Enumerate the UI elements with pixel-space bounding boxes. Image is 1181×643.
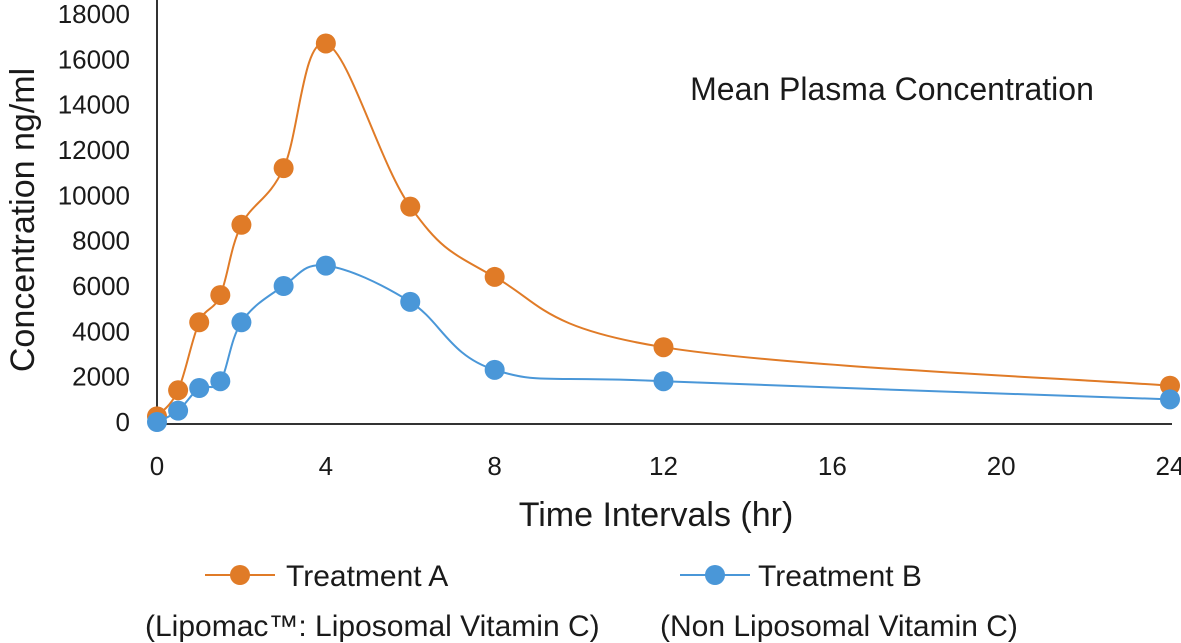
data-point <box>315 33 336 54</box>
data-point <box>484 359 505 380</box>
x-tick-label: 8 <box>487 451 501 481</box>
legend-label: Treatment A <box>286 560 448 593</box>
data-point <box>1160 389 1180 410</box>
y-tick-label: 16000 <box>58 44 130 74</box>
y-tick-label: 12000 <box>58 135 130 165</box>
data-point <box>168 380 189 401</box>
data-point <box>231 312 252 333</box>
y-tick-labels: 0 2000 4000 6000 8000 10000 12000 14000 16000 180… <box>58 0 130 437</box>
data-point <box>189 378 210 398</box>
y-axis-label: Concentration ng/ml <box>4 68 42 372</box>
legend: Treatment A (Lipomac™: Liposomal Vitamin … <box>145 560 1018 643</box>
y-tick-label: 4000 <box>72 316 130 346</box>
x-tick-label: 12 <box>649 451 678 481</box>
x-tick-label: 24 <box>1156 451 1181 481</box>
legend-marker-icon <box>230 565 250 585</box>
data-point <box>484 266 505 287</box>
x-tick-label: 20 <box>987 451 1016 481</box>
y-tick-label: 8000 <box>72 226 130 256</box>
data-point <box>315 255 336 276</box>
data-point <box>231 214 252 235</box>
data-point <box>210 371 231 392</box>
y-tick-label: 0 <box>116 407 130 437</box>
legend-subtitle: (Lipomac™: Liposomal Vitamin C) <box>145 610 600 643</box>
data-point <box>168 400 189 421</box>
data-point <box>400 196 421 217</box>
data-point <box>189 312 210 333</box>
y-tick-label: 10000 <box>58 180 130 210</box>
data-point <box>210 285 231 306</box>
x-tick-labels: 0 4 8 12 16 20 24 <box>150 451 1181 481</box>
x-tick-label: 0 <box>150 451 164 481</box>
y-tick-label: 14000 <box>58 90 130 120</box>
x-tick-label: 4 <box>319 451 333 481</box>
series-treatment-a <box>147 33 1180 427</box>
legend-item-treatment-b: Treatment B (Non Liposomal Vitamin C) <box>660 560 1018 643</box>
legend-label: Treatment B <box>758 560 922 593</box>
data-point <box>653 337 674 358</box>
data-point <box>273 158 294 179</box>
x-axis-label: Time Intervals (hr) <box>519 496 794 534</box>
data-point <box>147 412 167 432</box>
x-tick-label: 16 <box>818 451 847 481</box>
y-tick-label: 6000 <box>72 271 130 301</box>
legend-item-treatment-a: Treatment A (Lipomac™: Liposomal Vitamin … <box>145 560 600 643</box>
chart-title: Mean Plasma Concentration <box>690 71 1094 107</box>
series-group <box>147 33 1180 432</box>
legend-subtitle: (Non Liposomal Vitamin C) <box>660 610 1018 643</box>
data-point <box>273 276 294 296</box>
series-treatment-b <box>147 255 1180 432</box>
legend-marker-icon <box>705 565 725 585</box>
data-point <box>400 291 421 312</box>
y-tick-label: 2000 <box>72 362 130 392</box>
data-point <box>653 371 674 392</box>
y-tick-label: 18000 <box>58 0 130 29</box>
